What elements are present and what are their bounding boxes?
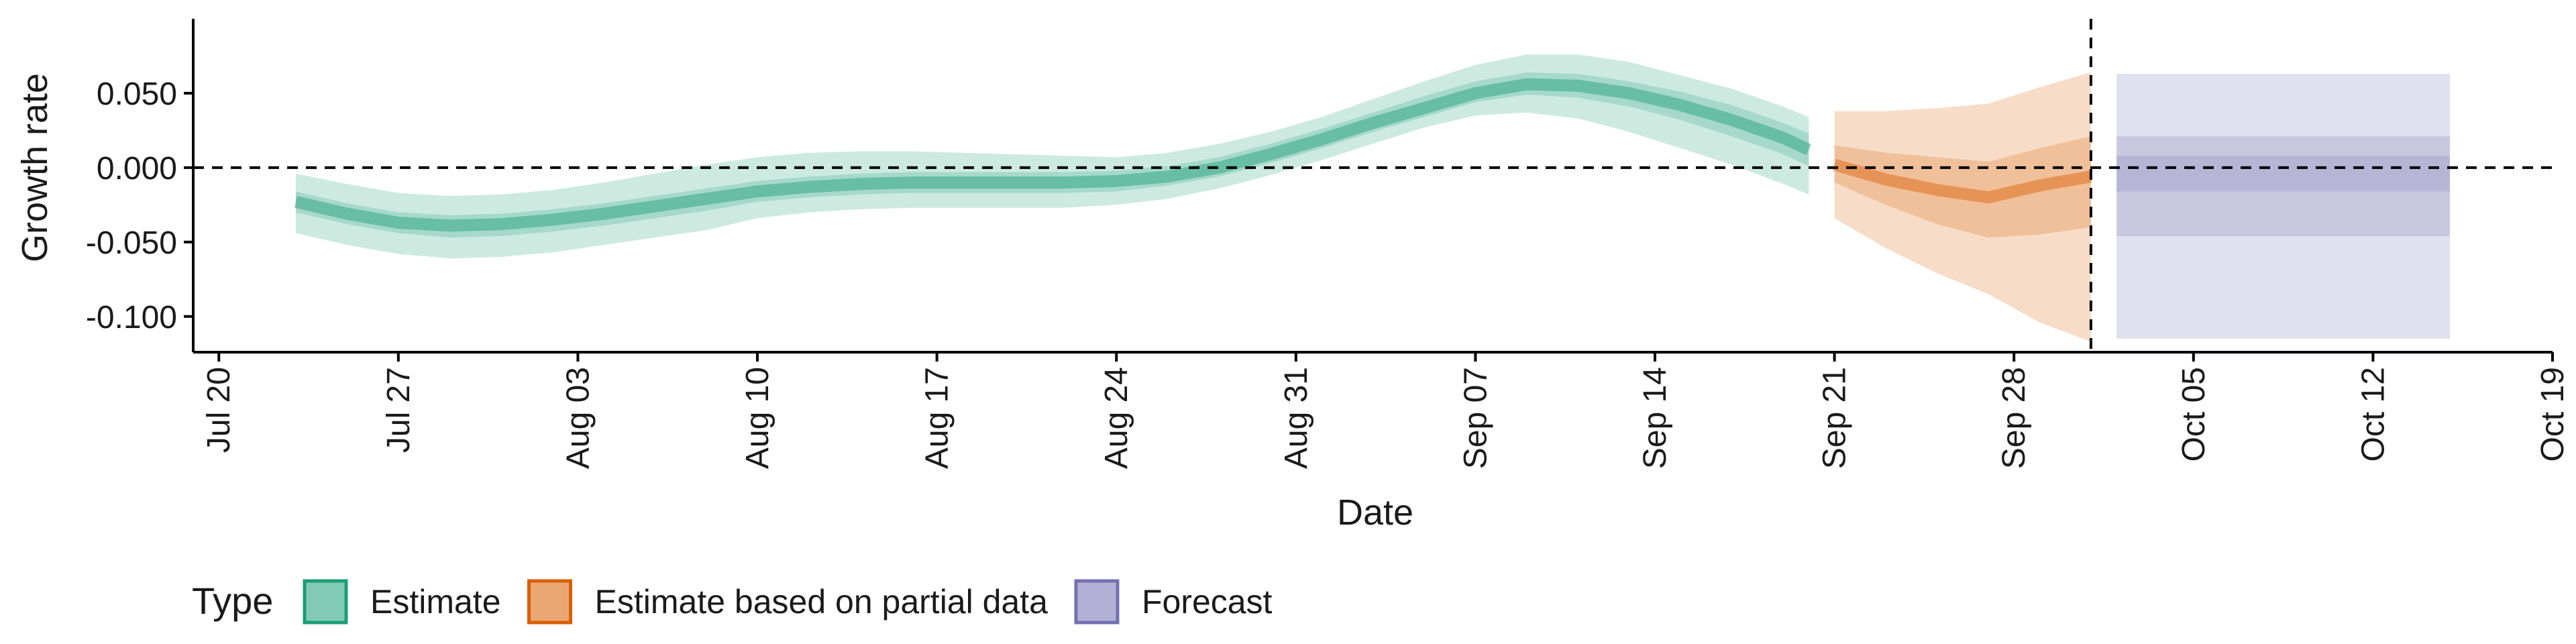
y-tick-label: -0.100 [86, 300, 177, 335]
estimate-based-on-partial-data-median-line [1833, 158, 2092, 204]
estimate-based-on-partial-data-legend-label: Estimate based on partial data [595, 583, 1049, 621]
forecast-legend-label: Forecast [1142, 583, 1273, 621]
estimate-based-on-partial-data-legend-swatch [527, 579, 573, 625]
x-tick-label: Aug 31 [1279, 367, 1314, 469]
x-tick-label: Sep 07 [1458, 367, 1493, 469]
x-tick-label: Sep 21 [1817, 367, 1853, 469]
y-tick-label: 0.050 [97, 76, 177, 112]
x-tick-label: Oct 19 [2535, 367, 2571, 462]
axes: 0.050 0.000 -0.050 -0.100 Jul 20 Jul 27 Aug 03… [86, 19, 2571, 469]
y-tick-label: -0.050 [86, 225, 177, 261]
forecast-ribbon-20 [2116, 156, 2451, 192]
estimate-ribbon-50 [295, 72, 1809, 238]
x-tick-label: Aug 24 [1099, 367, 1134, 469]
x-tick-label: Oct 12 [2355, 367, 2391, 462]
estimate-median-line [294, 78, 1812, 232]
x-tick-label: Oct 05 [2176, 367, 2212, 462]
x-axis-title: Date [1337, 492, 1413, 533]
forecast-legend-swatch [1074, 579, 1120, 625]
x-tick-label: Sep 14 [1638, 367, 1673, 469]
forecast-ribbon-50 [2116, 136, 2451, 236]
y-tick-label: 0.000 [97, 151, 177, 186]
x-tick-label: Jul 20 [201, 367, 237, 453]
y-axis-title: Growth rate [15, 73, 55, 262]
estimate-based-on-partial-data-ribbon-90 [1834, 72, 2091, 342]
estimate-based-on-partial-data-ribbon-50 [1834, 136, 2091, 238]
x-tick-label: Sep 28 [1996, 367, 2032, 469]
x-tick-label: Jul 27 [381, 367, 417, 453]
legend: Type Estimate Estimate based on partial da… [192, 579, 1273, 625]
x-tick-label: Aug 03 [560, 367, 596, 469]
ribbon-layer [294, 54, 2451, 342]
estimate-ribbon-90 [295, 54, 1809, 259]
forecast-ribbon-90 [2116, 74, 2451, 339]
estimate-legend-label: Estimate [370, 583, 501, 621]
legend-title: Type [192, 580, 273, 622]
estimate-legend-swatch [303, 579, 348, 625]
x-tick-label: Aug 10 [740, 367, 775, 469]
x-tick-label: Aug 17 [920, 367, 955, 469]
